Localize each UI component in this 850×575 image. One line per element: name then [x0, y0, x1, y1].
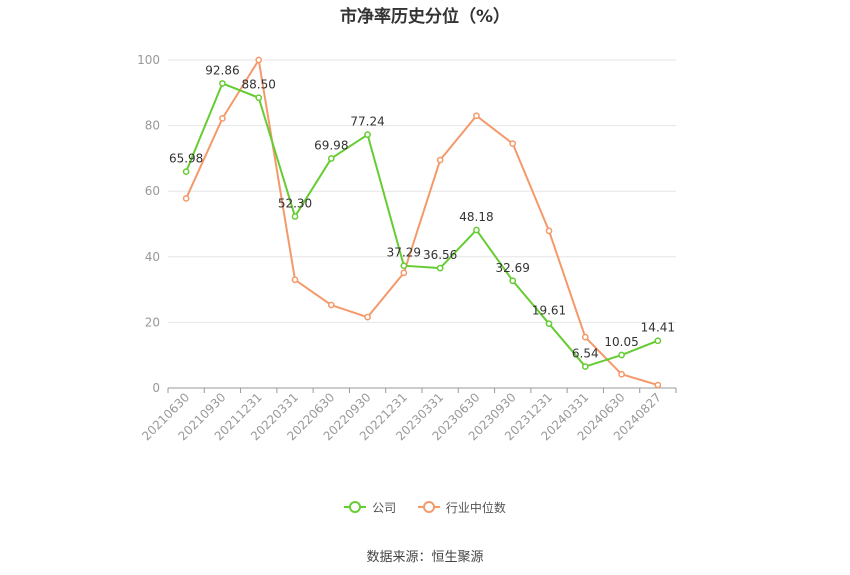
data-point-company[interactable] [255, 94, 263, 102]
legend-item-company[interactable]: 公司 [344, 499, 396, 516]
data-point-industry-median[interactable] [545, 227, 553, 235]
data-point-company[interactable] [618, 351, 625, 359]
data-label-company: 92.86 [205, 63, 239, 77]
legend-label-industry-median: 行业中位数 [445, 500, 506, 515]
data-point-company[interactable] [545, 320, 553, 328]
grid-lines [168, 59, 676, 323]
data-point-company[interactable] [364, 131, 371, 139]
data-point-industry-median[interactable] [581, 333, 589, 341]
y-tick-label: 40 [145, 250, 160, 264]
data-point-industry-median[interactable] [364, 313, 371, 321]
data-point-industry-median[interactable] [473, 112, 480, 120]
source-note: 数据来源：恒生聚源 [366, 550, 484, 565]
data-label-company: 19.61 [532, 304, 566, 318]
data-point-company[interactable] [509, 277, 517, 285]
legend-label-company: 公司 [372, 500, 397, 515]
data-label-company: 32.69 [496, 261, 530, 275]
data-point-company[interactable] [436, 264, 444, 272]
data-point-company[interactable] [182, 168, 190, 175]
data-point-company[interactable] [581, 363, 589, 370]
y-tick-label: 60 [145, 184, 160, 198]
data-label-company: 37.29 [387, 246, 421, 260]
data-point-company[interactable] [291, 213, 299, 220]
data-point-industry-median[interactable] [654, 381, 662, 389]
data-point-industry-median[interactable] [219, 115, 226, 122]
y-tick-label: 20 [145, 315, 160, 329]
data-point-company[interactable] [327, 155, 335, 162]
data-label-company: 14.41 [641, 321, 675, 335]
data-point-industry-median[interactable] [327, 301, 335, 309]
legend: 公司 行业中位数 [0, 497, 850, 516]
data-point-company[interactable] [219, 80, 226, 87]
data-point-industry-median[interactable] [618, 370, 625, 378]
data-point-industry-median[interactable] [182, 195, 190, 202]
data-point-industry-median[interactable] [291, 276, 299, 284]
series-lines [182, 56, 662, 389]
data-point-industry-median[interactable] [255, 56, 263, 64]
legend-item-industry-median[interactable]: 行业中位数 [417, 499, 506, 516]
data-label-company: 65.98 [169, 152, 203, 166]
data-point-company[interactable] [400, 262, 408, 270]
legend-marker-company [344, 501, 367, 513]
data-label-company: 36.56 [423, 248, 457, 262]
data-label-company: 69.98 [314, 138, 348, 152]
data-label-company: 77.24 [350, 115, 384, 129]
data-point-industry-median[interactable] [400, 269, 408, 277]
data-label-company: 10.05 [604, 335, 638, 349]
data-label-company: 88.50 [242, 78, 276, 92]
data-point-industry-median[interactable] [436, 156, 444, 164]
series-line-company [185, 82, 659, 368]
data-point-industry-median[interactable] [509, 140, 517, 147]
series-line-industry-median [185, 59, 659, 387]
y-tick-label: 0 [152, 381, 160, 395]
y-tick-label: 100 [137, 53, 160, 67]
data-label-company: 52.30 [278, 196, 312, 210]
y-tick-label: 80 [145, 119, 160, 133]
legend-marker-industry-median [417, 501, 440, 513]
line-chart: 0204060801002021063020210930202112312022… [137, 53, 677, 443]
data-label-company: 48.18 [459, 210, 493, 224]
chart-title: 市净率历史分位（%） [339, 7, 511, 27]
data-point-company[interactable] [654, 337, 662, 345]
data-label-company: 6.54 [572, 347, 599, 361]
data-point-company[interactable] [473, 226, 480, 234]
